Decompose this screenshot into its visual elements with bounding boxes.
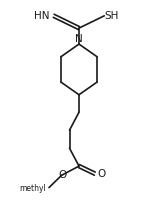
Text: SH: SH xyxy=(104,11,118,21)
Text: HN: HN xyxy=(34,11,50,21)
Text: methyl: methyl xyxy=(19,183,46,192)
Text: O: O xyxy=(97,168,105,178)
Text: O: O xyxy=(58,170,67,179)
Text: N: N xyxy=(75,34,83,44)
